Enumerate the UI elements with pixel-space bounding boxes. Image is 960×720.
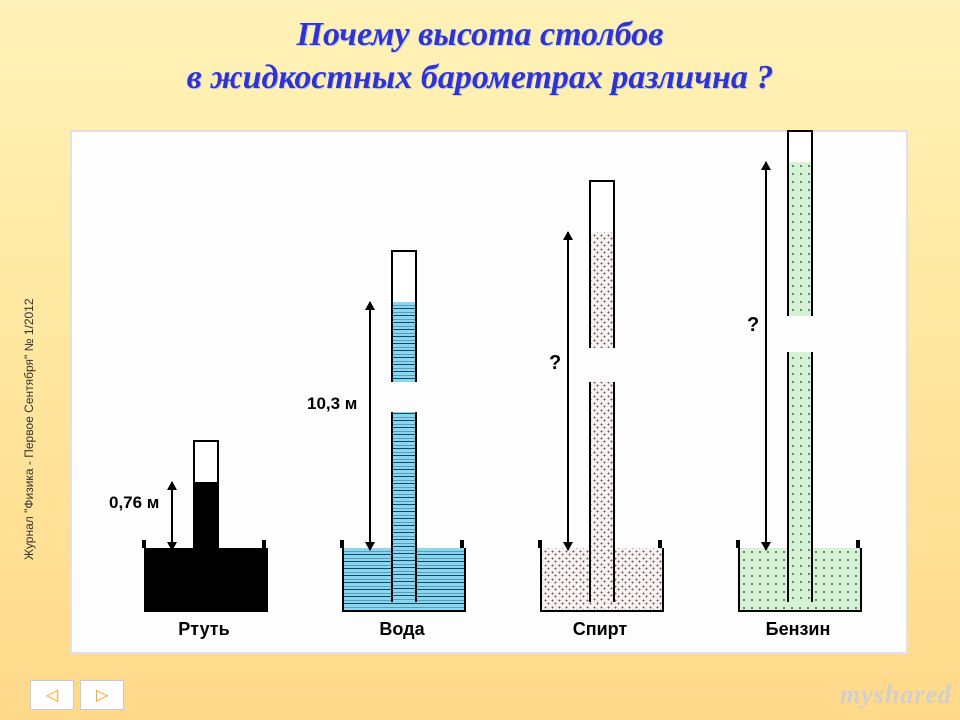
- height-arrow: [171, 482, 173, 550]
- tube: [391, 250, 417, 602]
- nav-buttons: ◁ ▷: [30, 680, 124, 710]
- height-label: 0,76 м: [109, 493, 159, 513]
- height-label: ?: [549, 352, 561, 375]
- tube: [589, 180, 615, 602]
- liquid-label: Вода: [312, 619, 492, 640]
- height-label: ?: [747, 314, 759, 337]
- height-arrow: [567, 232, 569, 550]
- liquid-label: Ртуть: [114, 619, 294, 640]
- tube: [787, 130, 813, 602]
- break-gap: [390, 382, 418, 412]
- title-line-1: Почему высота столбов: [0, 14, 960, 57]
- chevron-left-icon: ◁: [46, 685, 58, 705]
- diagram-panel: Ртуть 0,76 м Вода 10,3 м Спирт? Бензин?: [70, 130, 908, 654]
- break-gap: [786, 316, 814, 352]
- next-button[interactable]: ▷: [80, 680, 124, 710]
- liquid-label: Спирт: [510, 619, 690, 640]
- source-caption: Журнал "Физика - Первое Сентября" № 1/20…: [22, 298, 36, 560]
- tube: [193, 440, 219, 602]
- watermark-text: myshared: [840, 680, 952, 710]
- prev-button[interactable]: ◁: [30, 680, 74, 710]
- chevron-right-icon: ▷: [96, 685, 108, 705]
- slide-title: Почему высота столбов в жидкостных баром…: [0, 14, 960, 99]
- height-arrow: [765, 162, 767, 550]
- height-label: 10,3 м: [307, 394, 357, 414]
- slide-page: Почему высота столбов в жидкостных баром…: [0, 0, 960, 720]
- title-line-2: в жидкостных барометрах различна ?: [0, 57, 960, 100]
- liquid-label: Бензин: [708, 619, 888, 640]
- height-arrow: [369, 302, 371, 550]
- break-gap: [588, 348, 616, 382]
